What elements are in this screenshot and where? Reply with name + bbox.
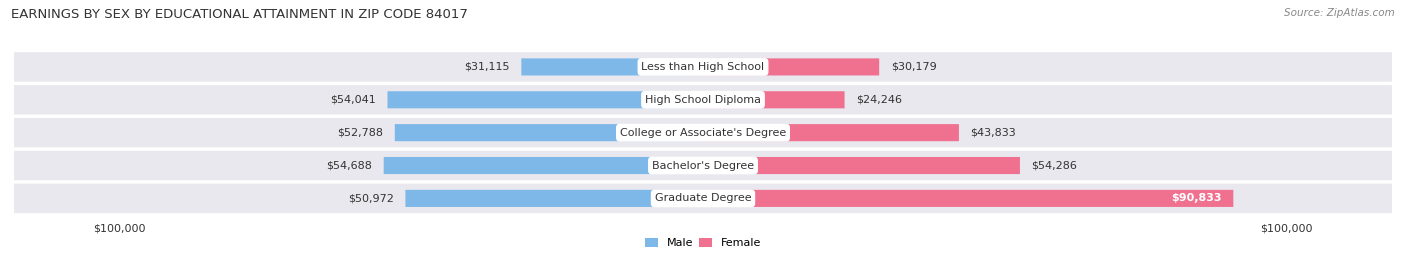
Text: $52,788: $52,788 bbox=[337, 128, 382, 138]
FancyBboxPatch shape bbox=[395, 124, 703, 141]
Text: $54,286: $54,286 bbox=[1032, 161, 1077, 170]
FancyBboxPatch shape bbox=[703, 124, 959, 141]
FancyBboxPatch shape bbox=[703, 157, 1019, 174]
FancyBboxPatch shape bbox=[14, 184, 1392, 213]
Text: $43,833: $43,833 bbox=[970, 128, 1017, 138]
FancyBboxPatch shape bbox=[405, 190, 703, 207]
Text: $90,833: $90,833 bbox=[1171, 193, 1222, 203]
FancyBboxPatch shape bbox=[14, 151, 1392, 180]
Text: $24,246: $24,246 bbox=[856, 95, 903, 105]
Text: $54,688: $54,688 bbox=[326, 161, 373, 170]
Text: $30,179: $30,179 bbox=[891, 62, 936, 72]
Text: Bachelor's Degree: Bachelor's Degree bbox=[652, 161, 754, 170]
Text: $54,041: $54,041 bbox=[330, 95, 375, 105]
Text: Graduate Degree: Graduate Degree bbox=[655, 193, 751, 203]
Text: High School Diploma: High School Diploma bbox=[645, 95, 761, 105]
FancyBboxPatch shape bbox=[388, 91, 703, 108]
Text: EARNINGS BY SEX BY EDUCATIONAL ATTAINMENT IN ZIP CODE 84017: EARNINGS BY SEX BY EDUCATIONAL ATTAINMEN… bbox=[11, 8, 468, 21]
FancyBboxPatch shape bbox=[522, 58, 703, 76]
Legend: Male, Female: Male, Female bbox=[640, 233, 766, 252]
FancyBboxPatch shape bbox=[14, 52, 1392, 82]
Text: $31,115: $31,115 bbox=[464, 62, 509, 72]
Text: Less than High School: Less than High School bbox=[641, 62, 765, 72]
Text: Source: ZipAtlas.com: Source: ZipAtlas.com bbox=[1284, 8, 1395, 18]
FancyBboxPatch shape bbox=[703, 91, 845, 108]
Text: $50,972: $50,972 bbox=[347, 193, 394, 203]
FancyBboxPatch shape bbox=[384, 157, 703, 174]
FancyBboxPatch shape bbox=[14, 85, 1392, 114]
FancyBboxPatch shape bbox=[703, 58, 879, 76]
FancyBboxPatch shape bbox=[703, 190, 1233, 207]
Text: College or Associate's Degree: College or Associate's Degree bbox=[620, 128, 786, 138]
FancyBboxPatch shape bbox=[14, 118, 1392, 147]
